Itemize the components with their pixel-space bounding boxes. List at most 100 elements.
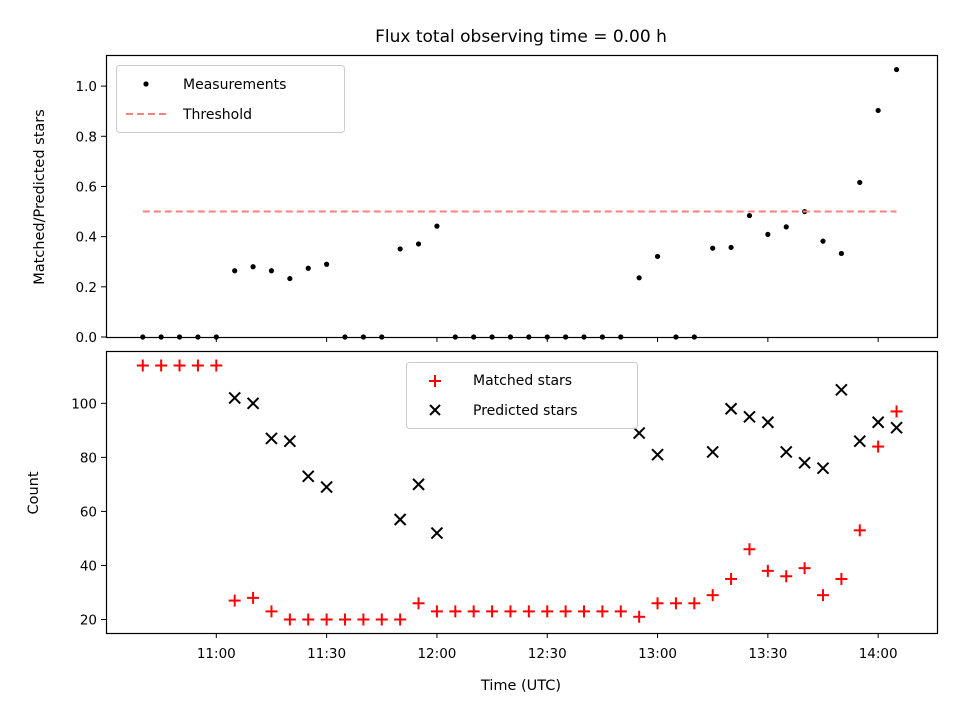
measurements-point (287, 275, 293, 282)
legend-marker-predicted-stars (429, 404, 441, 416)
measurements-point (765, 231, 771, 237)
predicted-stars-point (724, 402, 738, 415)
matched-stars-point (449, 605, 462, 618)
measurements-point (232, 268, 238, 274)
matched-stars-point (633, 610, 646, 623)
measurements-point (893, 66, 900, 73)
matched-stars-point (578, 605, 591, 618)
measurements-point (195, 334, 201, 340)
matched-stars-point (375, 613, 388, 626)
measurements-point (397, 246, 403, 252)
measurements-point (746, 212, 753, 219)
y-tick-label: 40 (80, 558, 97, 574)
measurements-point (268, 268, 275, 274)
measurements-point (507, 334, 514, 340)
bottom-panel-frame (105, 350, 939, 635)
matched-stars-point (853, 524, 866, 537)
legend-label-threshold: Threshold (182, 107, 252, 123)
matched-stars-point (339, 613, 352, 626)
measurements-point (434, 223, 440, 229)
predicted-stars-point (743, 410, 756, 424)
y-tick-label: 0.0 (76, 330, 97, 346)
measurements-point (618, 334, 624, 340)
top-y-axis-label: Matched/Predicted stars (32, 109, 48, 285)
matched-stars-point (412, 597, 425, 610)
matched-stars-point (651, 597, 664, 610)
predicted-stars-point (651, 448, 664, 461)
measurements-point (581, 334, 587, 340)
predicted-stars-point (632, 426, 646, 440)
predicted-stars-point (816, 461, 830, 475)
y-tick-label: 1.0 (76, 79, 97, 95)
measurements-point (875, 107, 881, 114)
measurements-point (838, 250, 844, 257)
predicted-stars-point (798, 456, 811, 469)
bottom-panel-marks (136, 359, 903, 626)
matched-stars-point (706, 589, 719, 602)
predicted-stars-point (283, 434, 297, 448)
matched-stars-point (265, 605, 278, 618)
matched-stars-point (614, 605, 627, 618)
measurements-point (857, 179, 863, 186)
matched-stars-point (725, 572, 738, 585)
measurements-point (324, 261, 330, 267)
matched-stars-point (780, 570, 793, 583)
measurements-point (415, 241, 422, 247)
predicted-stars-point (835, 383, 848, 397)
predicted-stars-point (393, 513, 407, 526)
predicted-stars-point (320, 480, 333, 494)
measurements-point (526, 334, 532, 340)
measurements-point (360, 334, 366, 340)
top-legend-box (116, 65, 345, 133)
top-x-axis-ticks (215, 337, 879, 342)
y-tick-label: 60 (80, 504, 97, 520)
y-tick-label: 100 (71, 396, 97, 412)
bottom-x-axis-ticks: 11:00 11:30 12:00 12:30 13:00 13:30 14:00 (197, 633, 898, 662)
measurements-point (305, 265, 311, 271)
bottom-legend-box (406, 362, 638, 429)
top-panel-marks (140, 66, 900, 340)
measurements-point (599, 334, 605, 340)
matched-stars-point (761, 564, 774, 577)
matched-stars-point (486, 605, 499, 618)
matched-stars-point (890, 405, 903, 418)
bottom-y-axis-label: Count (26, 471, 42, 514)
legend-label-measurements: Measurements (183, 77, 286, 93)
matched-stars-point (228, 594, 241, 607)
x-tick-label: 11:00 (197, 646, 236, 662)
measurements-point (563, 334, 569, 340)
matched-stars-point (357, 613, 370, 626)
matched-stars-point (559, 605, 572, 618)
legend-label-predicted-stars: Predicted stars (473, 403, 578, 419)
matched-stars-point (136, 359, 149, 372)
bottom-legend: Matched stars Predicted stars (406, 362, 638, 429)
predicted-stars-point (265, 432, 278, 445)
matched-stars-point (669, 597, 682, 610)
top-panel-frame (105, 54, 939, 339)
matched-stars-point (155, 359, 168, 372)
matched-stars-point (688, 597, 701, 610)
matched-stars-point (191, 359, 204, 372)
y-tick-label: 0.4 (76, 230, 97, 246)
matched-stars-point (283, 613, 296, 626)
matched-stars-point (430, 605, 443, 618)
x-tick-label: 12:00 (417, 646, 456, 662)
top-y-axis-ticks: 0.0 0.2 0.4 0.6 0.8 1.0 (76, 79, 106, 346)
measurements-point (471, 334, 477, 340)
matched-stars-point (247, 591, 260, 604)
measurements-point (673, 334, 679, 340)
matched-stars-point (835, 572, 848, 585)
measurements-point (379, 334, 385, 340)
measurements-point (654, 253, 661, 260)
matched-stars-point (302, 613, 315, 626)
x-tick-label: 13:00 (638, 646, 677, 662)
y-tick-label: 20 (80, 612, 97, 628)
legend-marker-measurements (143, 81, 149, 87)
matched-stars-point (173, 359, 186, 372)
measurements-point (213, 334, 219, 340)
bottom-y-axis-ticks: 20 40 60 80 100 (71, 396, 106, 628)
predicted-stars-point (761, 416, 775, 429)
x-tick-label: 14:00 (859, 646, 898, 662)
measurements-point (691, 334, 697, 340)
